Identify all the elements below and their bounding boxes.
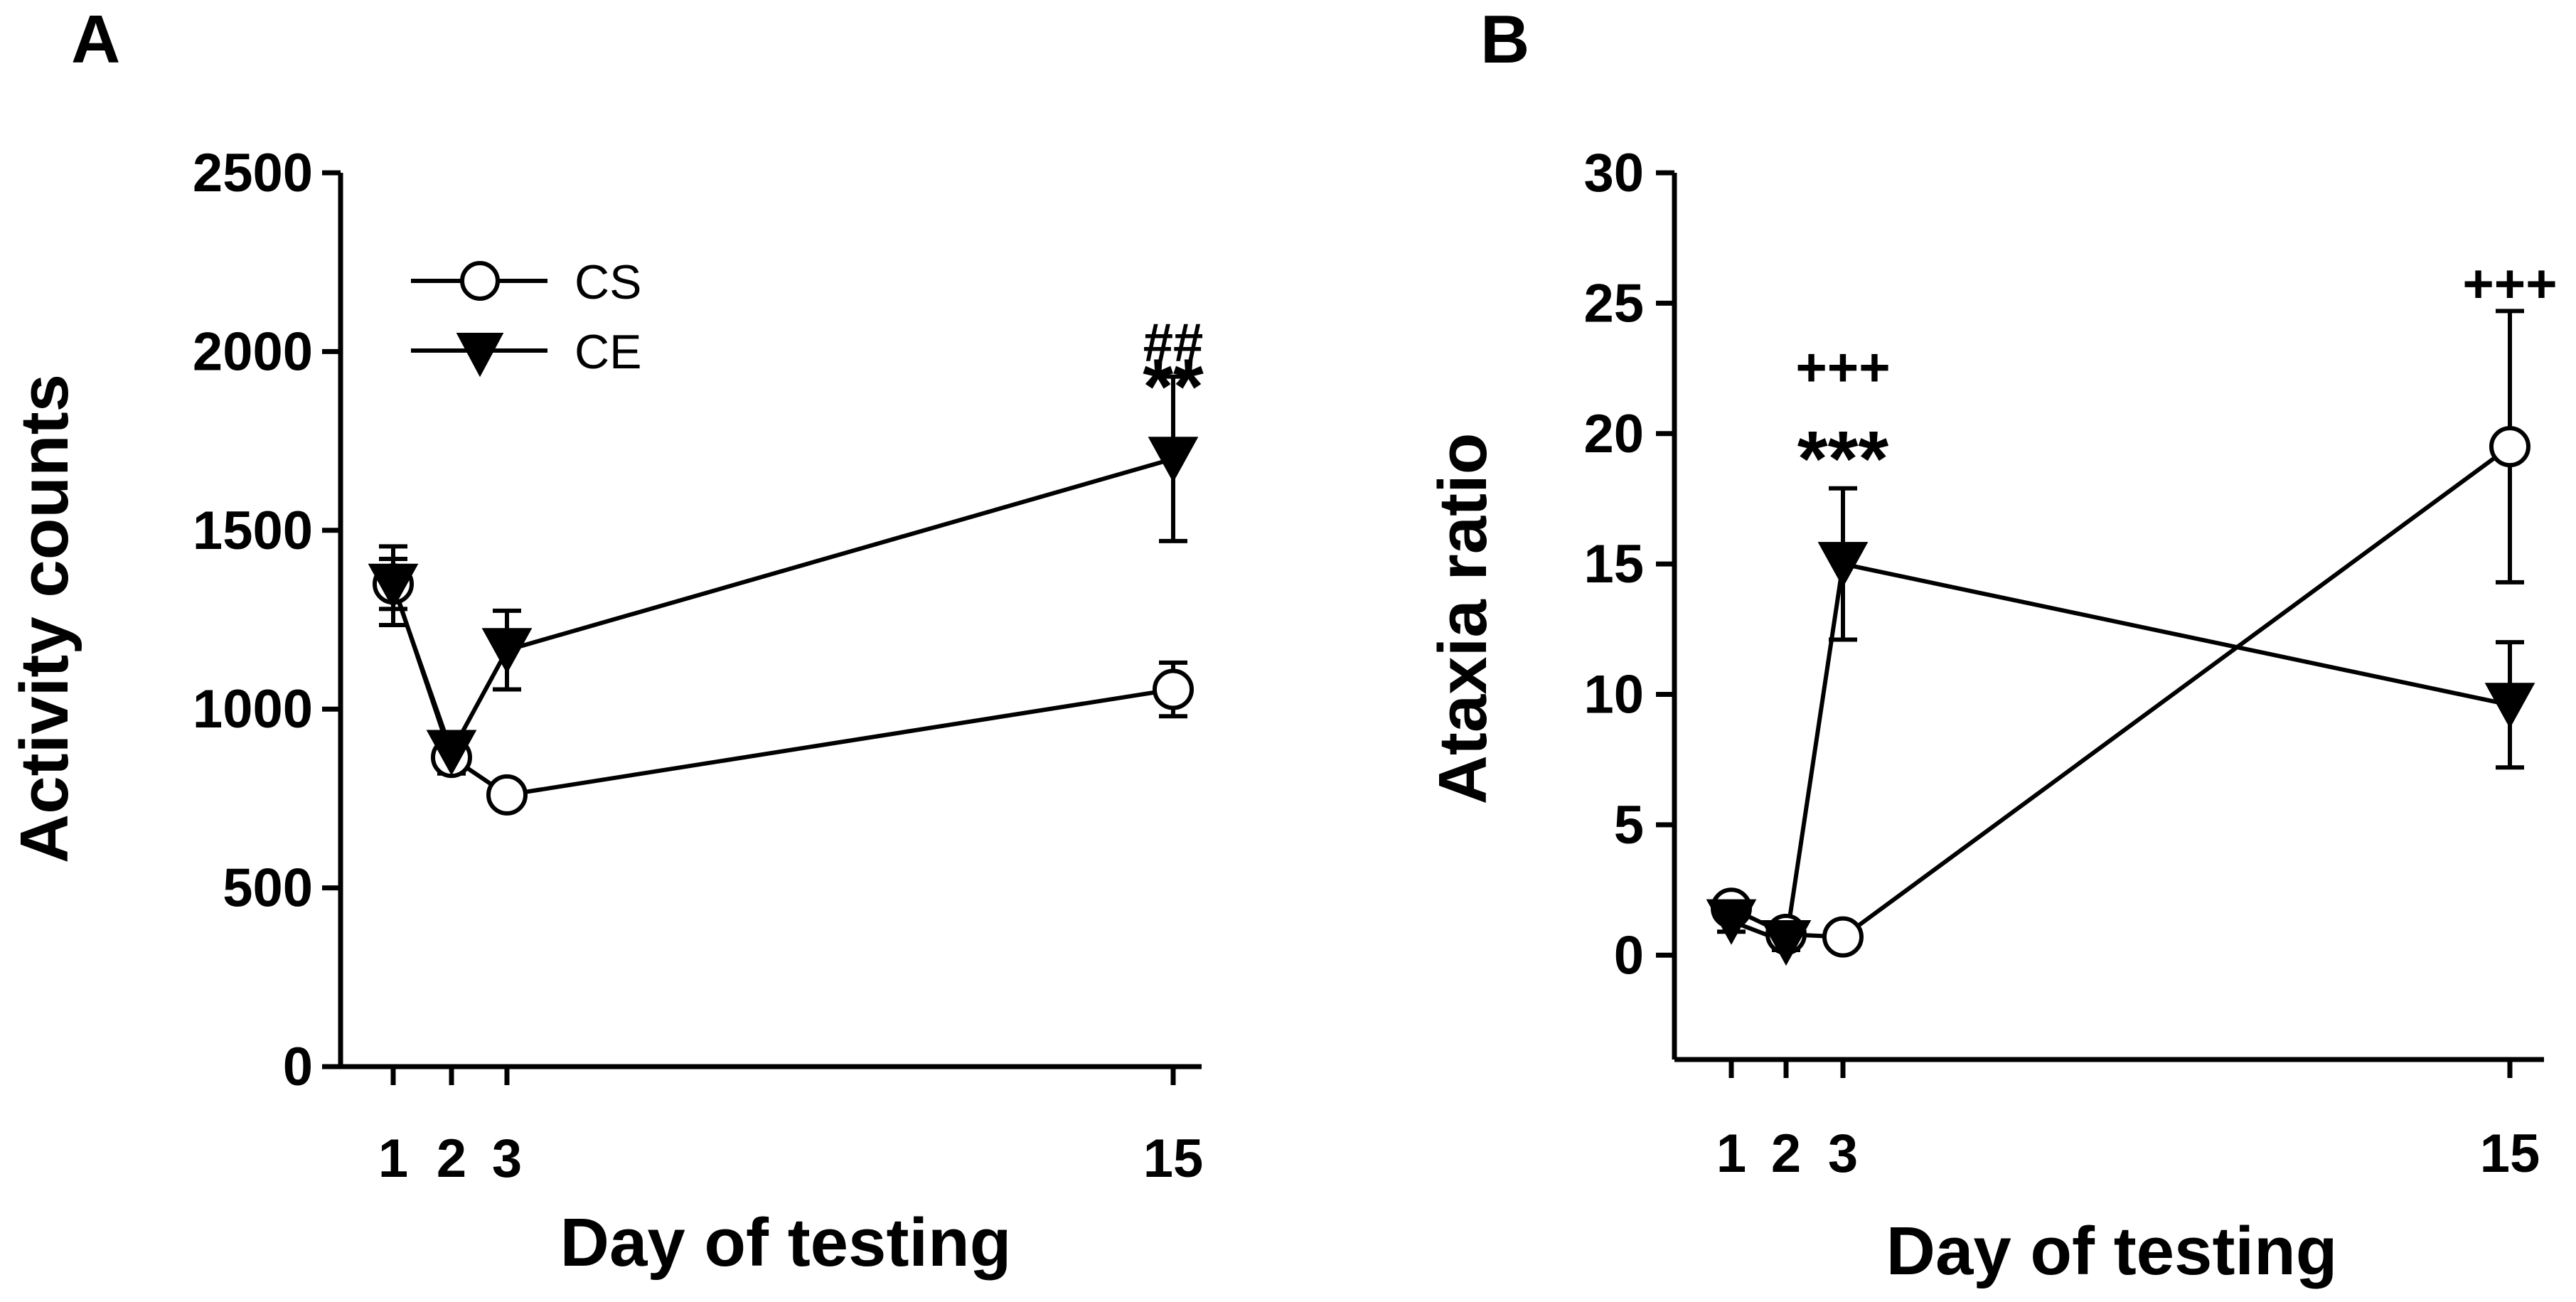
panel-a-y-axis-label: Activity counts bbox=[6, 374, 82, 863]
panel-a-chart: A 0 500 1000 1500 2000 2500 1 2 3 15 Day of test… bbox=[6, 1, 1204, 1281]
data-point-ce bbox=[426, 730, 477, 776]
panel-b-y-axis-label: Ataxia ratio bbox=[1425, 433, 1501, 805]
panel-b-y-ticks: 0 5 10 15 20 25 30 bbox=[1583, 143, 1674, 986]
significance-annotation: *** bbox=[1797, 415, 1889, 503]
data-point-ce bbox=[481, 628, 533, 674]
panel-a-y-ticks: 0 500 1000 1500 2000 2500 bbox=[193, 143, 341, 1097]
panel-b-x-axis-label: Day of testing bbox=[1886, 1213, 2338, 1289]
data-point-cs bbox=[2489, 426, 2530, 468]
y-tick-label: 20 bbox=[1583, 404, 1644, 464]
y-tick-label: 10 bbox=[1583, 665, 1644, 725]
panel-b-plot-area bbox=[1706, 309, 2535, 966]
data-point-ce bbox=[1817, 542, 1869, 588]
panel-label-a: A bbox=[71, 1, 120, 78]
panel-b-x-ticks: 1 2 3 15 bbox=[1716, 1060, 2540, 1184]
x-tick-label: 15 bbox=[1143, 1128, 1204, 1189]
x-tick-label: 1 bbox=[378, 1128, 408, 1189]
series-line-cs bbox=[1730, 444, 2511, 939]
y-tick-label: 500 bbox=[223, 858, 313, 919]
significance-annotation: ## bbox=[1143, 312, 1204, 373]
panel-a-plot-area bbox=[368, 374, 1199, 816]
legend-label-cs: CS bbox=[574, 255, 641, 309]
significance-annotation: ** bbox=[1143, 343, 1204, 431]
x-tick-label: 2 bbox=[437, 1128, 466, 1189]
data-point-cs bbox=[1822, 916, 1864, 958]
y-tick-label: 2000 bbox=[193, 321, 313, 382]
panel-a-annotations: ##** bbox=[1143, 312, 1204, 430]
x-tick-label: 2 bbox=[1771, 1124, 1801, 1184]
y-tick-label: 25 bbox=[1583, 273, 1644, 333]
panel-a-x-ticks: 1 2 3 15 bbox=[378, 1067, 1203, 1189]
y-tick-label: 0 bbox=[283, 1037, 313, 1097]
series-line-ce bbox=[391, 457, 1174, 757]
series-line-ce bbox=[1730, 561, 2511, 946]
data-point-ce bbox=[2484, 683, 2535, 729]
data-point-cs bbox=[1153, 668, 1194, 710]
data-point-ce bbox=[1760, 919, 1812, 966]
legend-marker-ce bbox=[456, 333, 504, 378]
data-point-ce bbox=[1706, 899, 1757, 945]
significance-annotation: +++ bbox=[1795, 337, 1890, 397]
panel-label-b: B bbox=[1480, 1, 1529, 78]
y-tick-label: 0 bbox=[1614, 925, 1644, 986]
x-tick-label: 1 bbox=[1716, 1124, 1746, 1184]
y-tick-label: 2500 bbox=[193, 143, 313, 203]
panel-a-legend: CS CE bbox=[411, 255, 641, 379]
data-point-cs bbox=[486, 774, 528, 816]
data-point-ce bbox=[368, 563, 419, 609]
x-tick-label: 3 bbox=[1828, 1124, 1858, 1184]
significance-annotation: +++ bbox=[2462, 254, 2557, 314]
panel-b-chart: B 0 5 10 15 20 25 30 1 2 3 15 Day of testing Atax… bbox=[1425, 1, 2558, 1289]
x-tick-label: 3 bbox=[492, 1128, 522, 1189]
y-tick-label: 30 bbox=[1583, 143, 1644, 203]
data-point-ce bbox=[1148, 437, 1199, 483]
y-tick-label: 15 bbox=[1583, 534, 1644, 594]
legend-label-ce: CE bbox=[574, 325, 641, 379]
panel-a-x-axis-label: Day of testing bbox=[560, 1205, 1012, 1281]
legend-marker-cs bbox=[460, 261, 500, 301]
x-tick-label: 15 bbox=[2480, 1124, 2540, 1184]
panel-b-annotations: +++ *** +++ bbox=[1795, 254, 2557, 503]
y-tick-label: 5 bbox=[1614, 795, 1644, 855]
y-tick-label: 1500 bbox=[193, 501, 313, 561]
y-tick-label: 1000 bbox=[193, 679, 313, 740]
